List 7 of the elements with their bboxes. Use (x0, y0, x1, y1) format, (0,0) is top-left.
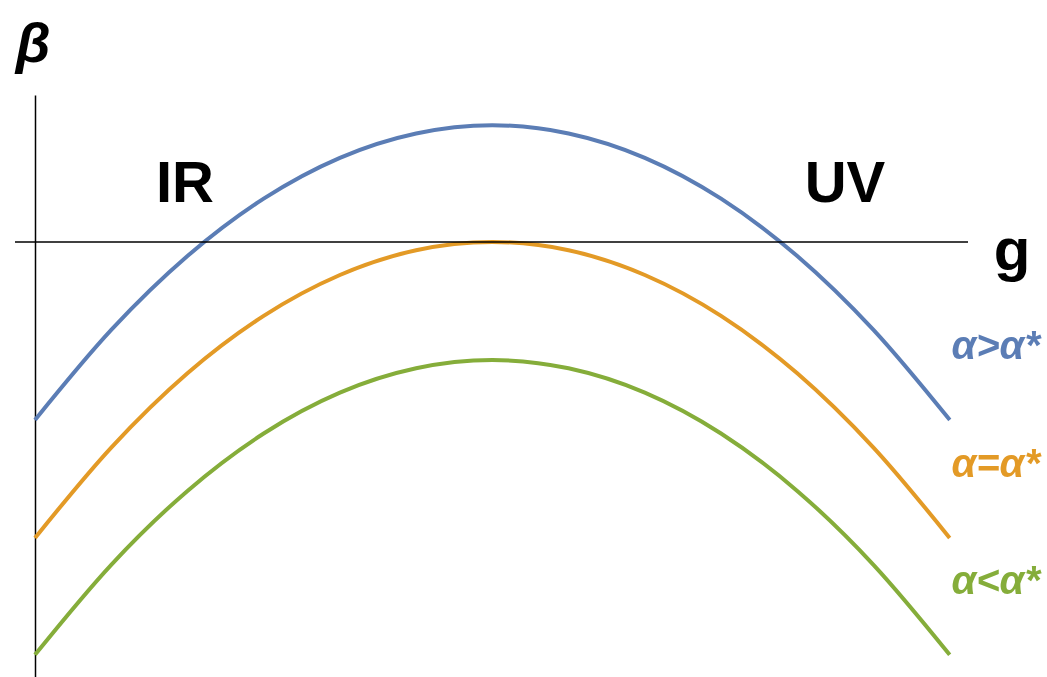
series-label: α=α* (951, 440, 1043, 485)
series-label: α<α* (951, 557, 1043, 602)
series-label: α>α* (951, 322, 1043, 367)
annotation: UV (804, 149, 886, 214)
y-axis-title: β (13, 11, 51, 74)
annotation: IR (156, 149, 214, 214)
x-axis-title: g (993, 216, 1031, 283)
